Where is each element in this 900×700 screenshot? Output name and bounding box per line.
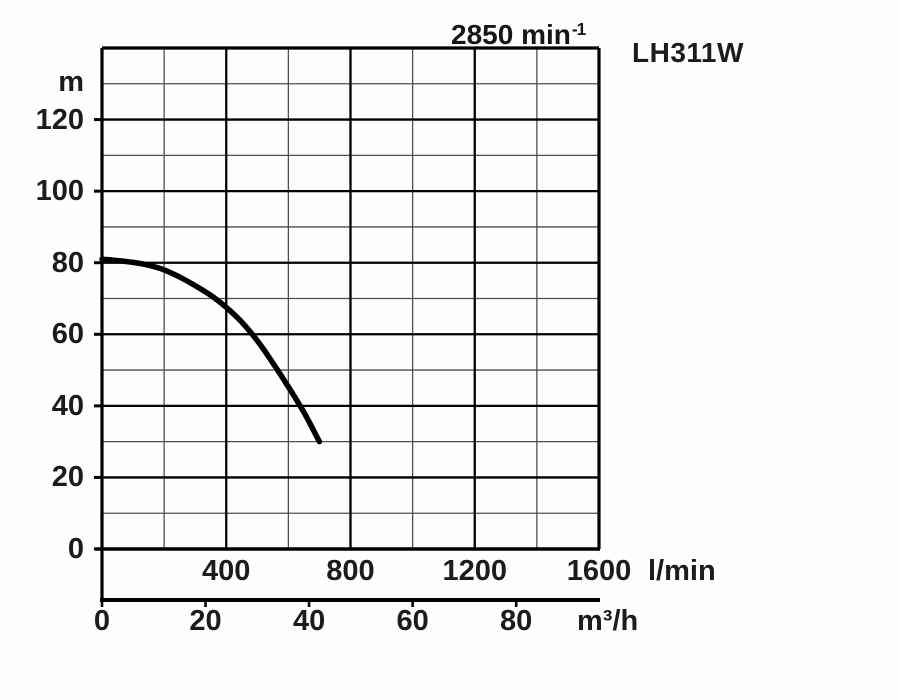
lmin-unit-label: l/min: [648, 555, 716, 587]
gridlines-major: [102, 48, 599, 549]
pump-head-curve: [99, 256, 323, 445]
m3h-tick-label: 80: [500, 605, 533, 637]
plot-frame: [95, 46, 601, 602]
y-tick-label: 20: [51, 461, 84, 494]
m3h-tick-label: 20: [189, 605, 222, 637]
speed-label-superscript: -1: [571, 19, 586, 39]
y-tick-label: 0: [67, 533, 84, 565]
speed-label: 2850 min-1: [451, 15, 586, 50]
speed-label-text: 2850 min: [451, 19, 571, 50]
tick-marks: [94, 118, 518, 607]
y-tick-label: 100: [35, 175, 84, 208]
model-label: LH311W: [632, 37, 744, 68]
y-axis-unit-label: m: [58, 66, 84, 98]
m3h-unit-label: m³/h: [577, 605, 639, 637]
lmin-tick-label: 800: [326, 555, 375, 587]
y-tick-label: 40: [51, 389, 84, 422]
m3h-tick-label: 40: [292, 605, 326, 637]
y-tick-label: 60: [51, 318, 84, 351]
lmin-tick-label: 400: [202, 555, 251, 587]
y-tick-label: 120: [35, 103, 84, 136]
lmin-tick-label: 1200: [442, 555, 508, 587]
y-tick-label: 80: [51, 246, 84, 279]
lmin-tick-label: 1600: [566, 555, 632, 587]
m3h-tick-label: 60: [396, 605, 429, 637]
m3h-tick-label: 0: [93, 605, 111, 637]
